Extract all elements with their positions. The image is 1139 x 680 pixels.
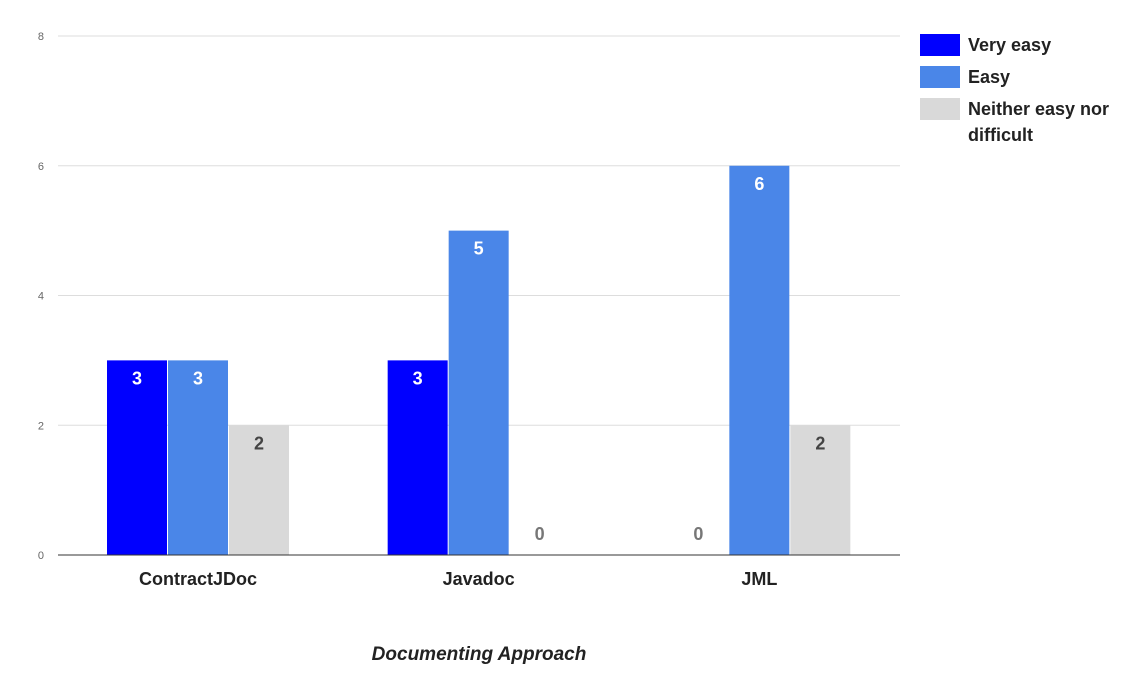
data-label: 0	[693, 524, 703, 544]
legend-swatch	[920, 66, 960, 88]
bar-contractjdoc-series-1	[168, 360, 228, 555]
data-label: 2	[815, 433, 825, 453]
bar-javadoc-series-0	[387, 360, 448, 555]
x-tick-label: ContractJDoc	[139, 569, 257, 589]
data-label: 3	[413, 368, 423, 388]
legend: Very easy Easy Neither easy nor difficult	[920, 34, 1109, 145]
bar-contractjdoc-series-2	[229, 425, 289, 555]
data-labels: 3 3 2 3 5 0 0 6 2	[132, 174, 825, 544]
data-label: 0	[535, 524, 545, 544]
legend-label: Easy	[968, 67, 1010, 87]
y-tick-label: 0	[38, 550, 44, 562]
bar-contractjdoc-series-0	[107, 360, 167, 555]
x-tick-label: Javadoc	[443, 569, 515, 589]
y-axis-ticks: 0 2 4 6 8	[38, 31, 44, 562]
legend-label: Neither easy nor difficult	[968, 99, 1109, 145]
data-label: 2	[254, 433, 264, 453]
legend-label: Very easy	[968, 35, 1051, 55]
data-label: 3	[193, 368, 203, 388]
bar-jml-series-1	[729, 165, 790, 555]
y-tick-label: 2	[38, 420, 44, 432]
x-axis-title: Documenting Approach	[372, 644, 587, 665]
x-axis-category-labels: ContractJDoc Javadoc JML	[139, 569, 777, 589]
y-tick-label: 8	[38, 31, 44, 43]
data-label: 5	[474, 239, 484, 259]
bars	[107, 165, 851, 555]
legend-swatch	[920, 98, 960, 120]
bar-jml-series-2	[790, 425, 851, 555]
bar-javadoc-series-1	[448, 230, 509, 555]
data-label: 3	[132, 368, 142, 388]
y-tick-label: 6	[38, 161, 44, 173]
legend-swatch	[920, 34, 960, 56]
data-label: 6	[754, 174, 764, 194]
x-tick-label: JML	[741, 569, 777, 589]
y-tick-label: 4	[38, 291, 44, 303]
